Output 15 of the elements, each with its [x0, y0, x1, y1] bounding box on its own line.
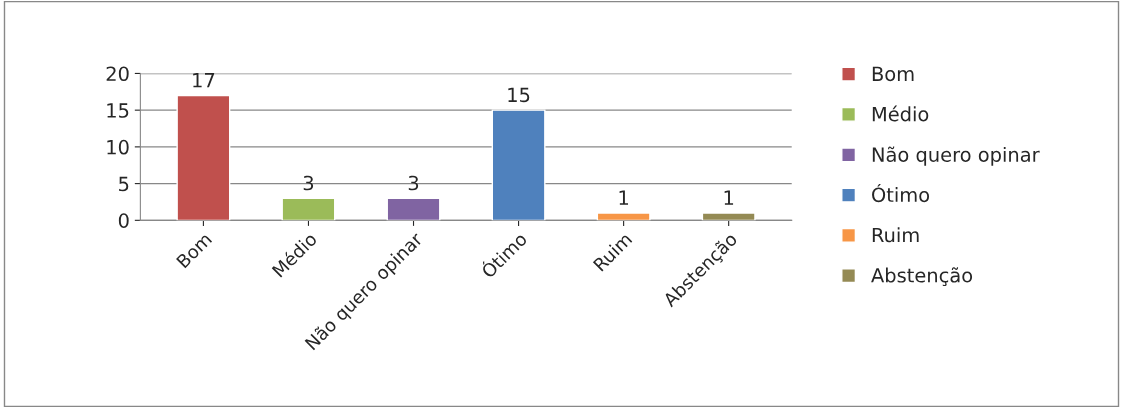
legend-label: Não quero opinar [872, 146, 1040, 166]
y-tick-label: 0 [118, 213, 129, 228]
data-label: 3 [303, 175, 314, 191]
y-tick-label: 20 [106, 66, 129, 82]
data-label: 1 [619, 190, 629, 205]
legend-label: Bom [872, 66, 914, 82]
legend-label: Médio [872, 105, 929, 122]
data-label: 17 [193, 73, 215, 88]
legend-label: Ótimo [872, 183, 930, 203]
data-label: 3 [408, 175, 419, 191]
y-tick-label: 5 [119, 176, 129, 192]
y-tick-label: 15 [107, 103, 129, 118]
data-label: 15 [508, 87, 530, 103]
data-label: 1 [724, 190, 734, 205]
y-tick-label: 10 [107, 139, 129, 155]
